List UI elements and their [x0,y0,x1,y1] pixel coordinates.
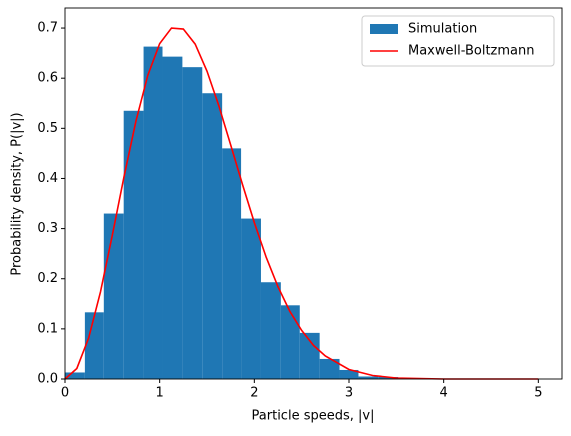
histogram-bar [319,358,340,379]
histogram-bar [339,369,359,379]
y-tick-label: 0.3 [37,221,58,236]
x-axis-label: Particle speeds, |v| [252,409,375,424]
x-tick-label: 5 [534,386,542,401]
histogram-bar [65,372,85,379]
histogram-bar [260,282,281,379]
histogram-bar [358,376,379,379]
y-tick-label: 0.4 [37,171,58,186]
histogram-bar [182,67,203,380]
histogram-bar [84,312,104,379]
histogram-bar [378,376,399,379]
histogram-bar [222,148,242,379]
y-axis-label: Probability density, P(|v|) [10,112,25,275]
y-tick-label: 0.2 [37,271,58,286]
legend-label: Simulation [408,22,477,37]
histogram-bar [202,93,223,379]
legend-swatch [370,24,398,34]
y-tick-label: 0.5 [37,121,58,136]
line [64,27,539,380]
x-tick-label: 0 [61,386,69,401]
histogram-bar [280,305,300,379]
histogram-bar [241,218,261,379]
x-tick-label: 3 [345,386,353,401]
legend-box [361,15,555,67]
y-tick-label: 0.0 [37,372,58,387]
plot-frame [64,7,563,380]
x-tick-label: 2 [250,386,258,401]
histogram-bar [299,332,320,379]
histogram-bar [103,213,124,379]
x-tick-label: 1 [156,386,164,401]
y-tick-label: 0.1 [37,321,58,336]
histogram-bar [162,56,183,380]
y-tick-label: 0.7 [37,21,58,36]
y-tick-label: 0.6 [37,71,58,86]
legend-label: Maxwell-Boltzmann [408,44,534,59]
histogram-bar [123,110,144,379]
x-tick-label: 4 [440,386,448,401]
histogram-bar [143,46,163,379]
